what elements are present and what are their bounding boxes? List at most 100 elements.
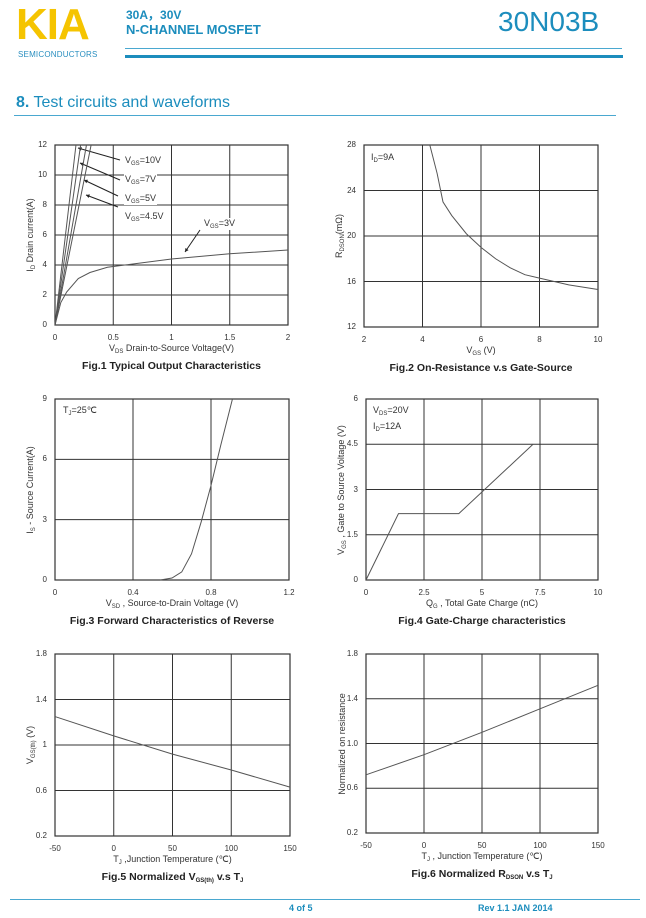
y-tick-label: 1.4 (35, 694, 47, 704)
y-tick-label: 24 (347, 185, 356, 195)
y-tick-label: 3 (353, 484, 358, 494)
plot-frame (365, 653, 599, 834)
spec-rating: 30A，30V (126, 8, 182, 22)
annotation: ID=9A (370, 152, 396, 164)
label-part: (V) (25, 725, 35, 741)
x-axis-label: TJ ,Junction Temperature (℃) (113, 854, 232, 866)
y-tick-label: 0.6 (35, 785, 47, 795)
label-part: =3V (218, 218, 235, 228)
x-tick-label: 2 (361, 335, 367, 344)
y-tick-label: 0.2 (35, 831, 47, 840)
y-tick-label: 1 (42, 740, 47, 749)
y-tick-label: 28 (347, 140, 356, 149)
label-part: J (68, 411, 72, 417)
x-tick-label: -50 (360, 841, 372, 850)
label-part: G (432, 604, 438, 610)
x-tick-label: 10 (593, 588, 603, 597)
y-tick-label: 12 (38, 140, 47, 149)
label-part: GS (131, 199, 140, 205)
y-axis-label: IS - Source Current(A) (25, 446, 37, 534)
y-tick-label: 1.8 (35, 649, 47, 658)
series-label: VGS=5V (124, 193, 157, 205)
label-part: Drain current(A) (25, 198, 35, 265)
label-part: =25℃ (71, 405, 97, 415)
label-part: V (125, 174, 132, 184)
section-title: 8. Test circuits and waveforms (16, 94, 230, 112)
label-part: =5V (139, 193, 156, 203)
x-tick-label: 150 (591, 841, 605, 850)
y-axis-label: ID Drain current(A) (25, 198, 37, 271)
plot-frame (54, 653, 291, 837)
y-axis-label: Normalized on resistance (337, 693, 347, 795)
series-line (54, 144, 92, 326)
label-part: (V) (481, 345, 496, 355)
x-tick-label: 1.2 (283, 588, 295, 597)
x-tick-label: 0.8 (205, 588, 217, 597)
y-tick-label: 2 (42, 290, 47, 299)
x-tick-label: 6 (478, 335, 484, 344)
x-tick-label: 4 (420, 335, 425, 344)
section-number: 8. (16, 94, 30, 111)
y-tick-label: 1.0 (346, 738, 358, 748)
y-tick-label: 1.5 (346, 529, 358, 539)
label-part: V (109, 343, 116, 353)
label-part: Fig.6 Normalized R (411, 868, 506, 880)
x-tick-label: 1.5 (224, 333, 236, 342)
y-tick-label: 16 (347, 276, 356, 286)
y-tick-label: 10 (38, 170, 47, 179)
label-part: v.s T (213, 871, 240, 883)
label-part: V (204, 218, 211, 228)
logo-subtitle: SEMICONDUCTORS (18, 50, 98, 59)
label-part: V (125, 211, 132, 221)
label-part: I (371, 152, 374, 162)
label-part: T (421, 851, 428, 861)
label-part: DSON (340, 234, 346, 252)
y-tick-label: 20 (347, 231, 356, 240)
label-part: I (25, 269, 35, 272)
arrow-line (83, 179, 119, 197)
y-tick-label: 1.8 (346, 649, 358, 658)
x-tick-label: 50 (477, 841, 487, 850)
label-part: D (375, 427, 380, 433)
figure-caption: Fig.4 Gate-Charge characteristics (398, 615, 566, 627)
x-tick-label: 0 (52, 588, 58, 597)
x-tick-label: 100 (533, 841, 547, 850)
device-type: N-CHANNEL MOSFET (126, 22, 261, 37)
y-tick-label: 0 (42, 320, 47, 329)
series-line (54, 144, 77, 326)
y-tick-label: 0.2 (346, 828, 358, 837)
annotation: VDS=20V (372, 405, 410, 417)
y-tick-label: 0 (353, 575, 358, 584)
y-tick-label: 8 (42, 200, 47, 209)
label-part: Normalized on resistance (337, 692, 347, 795)
y-tick-label: 0.6 (346, 783, 358, 793)
y-tick-label: 9 (42, 394, 47, 403)
y-axis-label: VGS(th) (V) (25, 726, 37, 764)
x-tick-label: 0.4 (127, 588, 139, 597)
label-part: GS (131, 161, 140, 167)
label-part: , Source-to-Drain Voltage (V) (120, 598, 239, 608)
label-part: J (118, 860, 122, 866)
label-part: D (373, 158, 378, 164)
header-divider-thin (125, 48, 622, 49)
y-tick-label: 4 (42, 260, 47, 269)
label-part: Q (425, 598, 433, 608)
series-line (160, 398, 233, 581)
label-part: =10V (139, 155, 161, 165)
y-tick-label: 4.5 (346, 439, 358, 449)
label-part: DS (115, 349, 124, 355)
series-line (54, 716, 291, 788)
label-part: V (125, 193, 132, 203)
label-part: - Source Current(A) (25, 445, 35, 527)
x-axis-label: VGS (V) (466, 345, 495, 357)
x-tick-label: 10 (593, 335, 603, 344)
label-part: , Total Gate Charge (nC) (437, 598, 539, 608)
x-tick-label: 2 (285, 333, 291, 342)
section-divider (14, 115, 616, 116)
label-part: GS (131, 180, 140, 186)
figure-caption: Fig.3 Forward Characteristics of Reverse (69, 615, 275, 627)
plot-frame (365, 398, 599, 581)
label-part: (mΩ) (334, 213, 344, 235)
label-part: R (334, 251, 344, 259)
